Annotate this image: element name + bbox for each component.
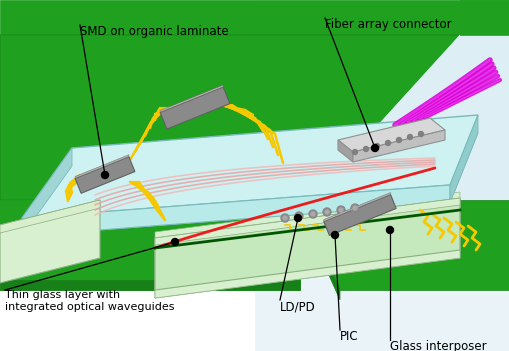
Circle shape <box>418 132 422 137</box>
Text: SMD on organic laminate: SMD on organic laminate <box>80 25 228 38</box>
Polygon shape <box>0 35 254 240</box>
Circle shape <box>338 208 343 212</box>
Polygon shape <box>75 155 129 178</box>
Polygon shape <box>323 193 390 221</box>
Text: Glass interposer: Glass interposer <box>389 340 486 351</box>
Polygon shape <box>337 118 444 152</box>
Polygon shape <box>155 192 459 298</box>
Polygon shape <box>22 185 449 236</box>
Circle shape <box>363 146 368 152</box>
Circle shape <box>407 134 412 139</box>
Circle shape <box>282 216 287 220</box>
Polygon shape <box>0 35 459 200</box>
Polygon shape <box>309 35 509 220</box>
Polygon shape <box>323 194 395 236</box>
Circle shape <box>374 144 379 148</box>
Polygon shape <box>22 148 72 236</box>
Circle shape <box>386 226 393 233</box>
Circle shape <box>331 232 338 238</box>
Polygon shape <box>155 198 459 290</box>
Polygon shape <box>459 0 509 35</box>
Text: Thin glass layer with
integrated optical waveguides: Thin glass layer with integrated optical… <box>5 290 174 312</box>
Circle shape <box>310 212 315 216</box>
Polygon shape <box>337 140 352 162</box>
Circle shape <box>352 150 357 154</box>
Polygon shape <box>299 200 340 300</box>
Circle shape <box>395 138 401 143</box>
Circle shape <box>101 172 108 179</box>
Circle shape <box>294 214 301 221</box>
Polygon shape <box>299 200 509 290</box>
Polygon shape <box>155 200 459 240</box>
Circle shape <box>280 214 289 222</box>
Polygon shape <box>0 0 509 35</box>
Circle shape <box>171 238 178 245</box>
Text: Fiber array connector: Fiber array connector <box>324 18 451 31</box>
Text: PIC: PIC <box>340 330 358 343</box>
Circle shape <box>294 212 302 220</box>
Polygon shape <box>160 87 230 129</box>
Polygon shape <box>0 200 100 233</box>
Polygon shape <box>155 200 459 298</box>
Polygon shape <box>22 133 477 236</box>
Circle shape <box>385 140 390 146</box>
Polygon shape <box>352 130 444 162</box>
Polygon shape <box>0 200 299 290</box>
Circle shape <box>371 145 378 152</box>
Polygon shape <box>0 35 349 215</box>
Polygon shape <box>75 157 134 193</box>
Polygon shape <box>0 280 299 290</box>
Polygon shape <box>254 0 509 351</box>
Circle shape <box>336 206 344 214</box>
Circle shape <box>350 204 358 212</box>
Polygon shape <box>160 85 223 112</box>
Polygon shape <box>0 200 100 283</box>
Polygon shape <box>449 115 477 203</box>
Circle shape <box>324 210 328 214</box>
Polygon shape <box>155 198 459 245</box>
Circle shape <box>308 210 317 218</box>
Polygon shape <box>22 115 477 218</box>
Circle shape <box>352 206 356 210</box>
Circle shape <box>296 214 300 218</box>
Text: LD/PD: LD/PD <box>279 300 315 313</box>
Circle shape <box>322 208 330 216</box>
